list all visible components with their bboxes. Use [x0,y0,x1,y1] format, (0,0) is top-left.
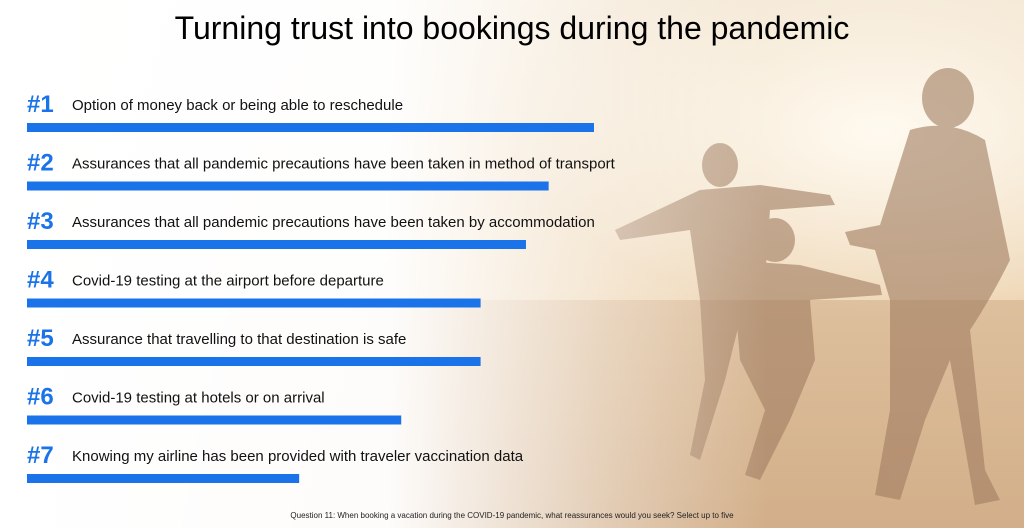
category-label: Covid-19 testing at the airport before d… [72,273,384,290]
bar [27,357,481,366]
category-label: Assurances that all pandemic precautions… [72,214,595,231]
category-label: Assurance that travelling to that destin… [72,331,406,348]
rank-label: #4 [27,267,54,294]
rank-label: #5 [27,325,54,352]
bar [27,474,300,483]
page-title: Turning trust into bookings during the p… [174,10,850,46]
rank-label: #1 [27,91,54,118]
rank-label: #7 [27,442,54,469]
bar [27,415,402,425]
category-label: Assurances that all pandemic precautions… [72,156,616,173]
category-label: Knowing my airline has been provided wit… [72,448,524,465]
category-label: Option of money back or being able to re… [72,97,403,114]
bar [27,240,526,249]
category-label: Covid-19 testing at hotels or on arrival [72,390,325,407]
bar [27,123,594,132]
bar [27,181,549,191]
rank-label: #3 [27,208,54,235]
footnote: Question 11: When booking a vacation dur… [290,511,734,520]
bar [27,298,481,308]
rank-label: #6 [27,384,54,411]
rank-label: #2 [27,150,54,177]
